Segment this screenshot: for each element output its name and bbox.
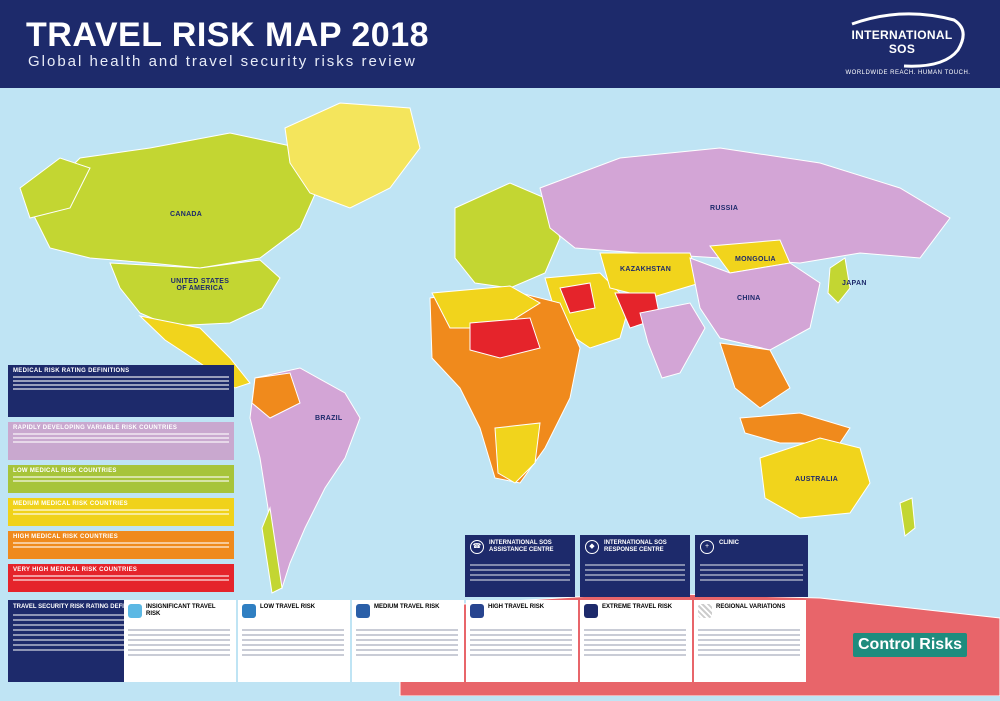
regional-variations-label: REGIONAL VARIATIONS xyxy=(716,604,786,610)
phone-icon: ☎ xyxy=(470,540,484,554)
shield-icon: ◆ xyxy=(585,540,599,554)
insignificant-risk-label: INSIGNIFICANT TRAVEL RISK xyxy=(146,604,216,617)
region-north-africa xyxy=(431,285,541,329)
map-title: TRAVEL RISK MAP 2018 xyxy=(26,16,430,54)
response-centre-label: INTERNATIONAL SOS RESPONSE CENTRE xyxy=(604,540,667,553)
country-china xyxy=(689,257,821,351)
country-colombia xyxy=(251,372,301,419)
card-low: LOW TRAVEL RISK xyxy=(238,600,350,682)
legend-low-medical-label: LOW MEDICAL RISK COUNTRIES xyxy=(13,468,117,474)
card-insignificant: INSIGNIFICANT TRAVEL RISK xyxy=(124,600,236,682)
legend-medium-medical: MEDIUM MEDICAL RISK COUNTRIES xyxy=(8,498,234,526)
world-map-svg xyxy=(19,102,1000,697)
country-chile xyxy=(261,506,283,594)
insignificant-risk-icon xyxy=(128,604,142,618)
medical-definitions-title: MEDICAL RISK RATING DEFINITIONS xyxy=(13,368,130,374)
medium-risk-icon xyxy=(356,604,370,618)
label-australia: AUSTRALIA xyxy=(795,476,839,483)
country-australia xyxy=(759,437,871,519)
legend-high-medical: HIGH MEDICAL RISK COUNTRIES xyxy=(8,531,234,559)
logo-swoosh-icon xyxy=(851,12,965,68)
low-risk-icon xyxy=(242,604,256,618)
label-usa: UNITED STATES OF AMERICA xyxy=(170,278,230,292)
header-banner: TRAVEL RISK MAP 2018 Global health and t… xyxy=(0,0,1000,88)
label-japan: JAPAN xyxy=(842,280,867,287)
region-indonesia xyxy=(739,412,851,444)
country-india xyxy=(639,302,706,379)
country-usa xyxy=(109,259,281,327)
country-iraq-syria xyxy=(559,282,596,314)
response-centre-box: ◆ INTERNATIONAL SOS RESPONSE CENTRE xyxy=(580,535,690,597)
legend-very-high-medical: VERY HIGH MEDICAL RISK COUNTRIES xyxy=(8,564,234,592)
security-cards-row: INSIGNIFICANT TRAVEL RISK LOW TRAVEL RIS… xyxy=(8,600,808,682)
high-risk-label: HIGH TRAVEL RISK xyxy=(488,604,545,610)
security-definitions-title: TRAVEL SECURITY RISK RATING DEFINITIONS xyxy=(13,604,149,610)
label-china: CHINA xyxy=(737,295,761,302)
region-central-asia xyxy=(599,252,701,299)
world-map: CANADA UNITED STATES OF AMERICA RUSSIA C… xyxy=(0,88,1000,697)
clinic-label: CLINIC xyxy=(719,540,739,546)
legend-very-high-medical-label: VERY HIGH MEDICAL RISK COUNTRIES xyxy=(13,567,138,573)
cross-icon: + xyxy=(700,540,714,554)
extreme-risk-icon xyxy=(584,604,598,618)
region-europe xyxy=(454,182,561,289)
country-new-zealand xyxy=(899,497,916,537)
assistance-centre-box: ☎ INTERNATIONAL SOS ASSISTANCE CENTRE xyxy=(465,535,575,597)
country-greenland xyxy=(284,102,421,209)
high-risk-icon xyxy=(470,604,484,618)
logo-tagline: WORLDWIDE REACH. HUMAN TOUCH. xyxy=(845,70,971,76)
label-kazakhstan: KAZAKHSTAN xyxy=(620,266,672,273)
legend-medium-medical-label: MEDIUM MEDICAL RISK COUNTRIES xyxy=(13,501,128,507)
card-regional-variations: REGIONAL VARIATIONS xyxy=(694,600,806,682)
card-high: HIGH TRAVEL RISK xyxy=(466,600,578,682)
extreme-risk-label: EXTREME TRAVEL RISK xyxy=(602,604,673,610)
international-sos-logo: INTERNATIONAL SOS WORLDWIDE REACH. HUMAN… xyxy=(842,10,972,80)
country-canada xyxy=(29,132,321,269)
label-mongolia: MONGOLIA xyxy=(735,256,776,263)
medium-risk-label: MEDIUM TRAVEL RISK xyxy=(374,604,440,610)
logo-name: INTERNATIONAL SOS xyxy=(851,28,953,56)
legend-high-medical-label: HIGH MEDICAL RISK COUNTRIES xyxy=(13,534,118,540)
region-sahel xyxy=(469,317,541,359)
country-russia xyxy=(539,147,951,264)
legend-rapidly-developing-label: RAPIDLY DEVELOPING VARIABLE RISK COUNTRI… xyxy=(13,425,178,431)
country-japan xyxy=(827,257,851,304)
low-risk-label: LOW TRAVEL RISK xyxy=(260,604,316,610)
regional-variations-icon xyxy=(698,604,712,618)
clinic-box: + CLINIC xyxy=(695,535,808,597)
card-medium: MEDIUM TRAVEL RISK xyxy=(352,600,464,682)
label-brazil: BRAZIL xyxy=(315,415,343,422)
map-subtitle: Global health and travel security risks … xyxy=(28,53,417,70)
region-southern-africa xyxy=(494,422,541,484)
card-extreme: EXTREME TRAVEL RISK xyxy=(580,600,692,682)
legend-rapidly-developing: RAPIDLY DEVELOPING VARIABLE RISK COUNTRI… xyxy=(8,422,234,460)
legend-low-medical: LOW MEDICAL RISK COUNTRIES xyxy=(8,465,234,493)
control-risks-logo: Control Risks xyxy=(853,633,967,657)
label-canada: CANADA xyxy=(170,211,203,218)
medical-definitions-box: MEDICAL RISK RATING DEFINITIONS xyxy=(8,365,234,417)
country-alaska xyxy=(19,157,91,219)
region-southeast-asia xyxy=(719,342,791,409)
region-south-america xyxy=(249,367,361,590)
assistance-centre-label: INTERNATIONAL SOS ASSISTANCE CENTRE xyxy=(489,540,554,553)
label-russia: RUSSIA xyxy=(710,205,739,212)
